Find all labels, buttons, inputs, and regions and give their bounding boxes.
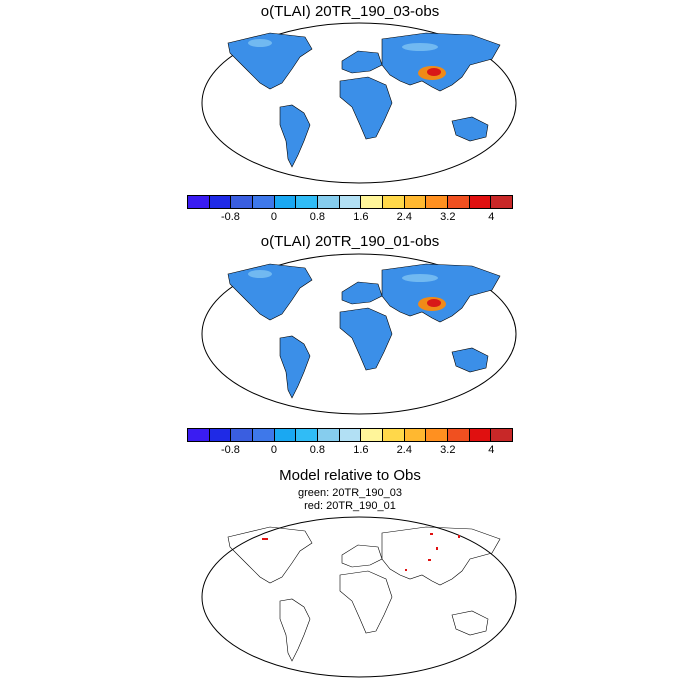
colorbar-swatch xyxy=(448,196,470,208)
colorbar-swatch xyxy=(404,196,427,208)
colorbar-tick-label: 0.8 xyxy=(309,211,326,223)
colorbar-swatch xyxy=(361,196,384,208)
panel2-colorbar xyxy=(187,428,513,442)
panel2-colorbar-labels: -0.8 0 0.8 1.6 2.4 3.2 4 xyxy=(187,444,513,458)
colorbar-tick-label: 3.2 xyxy=(440,444,456,456)
colorbar-swatch xyxy=(296,429,319,441)
colorbar-swatch xyxy=(188,196,210,208)
colorbar-tick-label: 2.4 xyxy=(396,444,412,456)
panel3-title: Model relative to Obs xyxy=(279,467,421,484)
panel3-red-markers xyxy=(262,533,460,571)
panel3-subtitle-red: red: 20TR_190_01 xyxy=(304,500,396,512)
colorbar-swatch xyxy=(469,429,492,441)
colorbar-swatch xyxy=(209,429,232,441)
colorbar-tick-label: 0 xyxy=(270,444,277,456)
panel2-continents xyxy=(227,263,501,399)
colorbar-swatch xyxy=(383,196,405,208)
colorbar-swatch xyxy=(383,429,405,441)
colorbar-tick-label: 4 xyxy=(488,211,495,223)
colorbar-tick-label: 0 xyxy=(270,211,277,223)
colorbar-swatch xyxy=(491,196,513,208)
colorbar-tick-label: -0.8 xyxy=(220,444,240,456)
panel3-subtitle-green: green: 20TR_190_03 xyxy=(298,487,402,499)
colorbar-swatch xyxy=(404,429,427,441)
colorbar-swatch xyxy=(253,429,275,441)
panel1-colorbar-labels: -0.8 0 0.8 1.6 2.4 3.2 4 xyxy=(187,211,513,225)
colorbar-swatch xyxy=(491,429,513,441)
colorbar-tick-label: 2.4 xyxy=(396,211,412,223)
colorbar-swatch xyxy=(274,196,297,208)
colorbar-swatch xyxy=(253,196,275,208)
colorbar-swatch xyxy=(209,196,232,208)
panel1-hotspot xyxy=(418,66,446,80)
colorbar-swatch xyxy=(296,196,319,208)
colorbar-tick-label: -0.8 xyxy=(220,211,240,223)
panel3-continents xyxy=(227,526,501,662)
panel1-map xyxy=(201,22,517,184)
colorbar-swatch xyxy=(448,429,470,441)
colorbar-swatch xyxy=(426,196,449,208)
colorbar-swatch xyxy=(231,196,254,208)
colorbar-swatch xyxy=(318,429,340,441)
panel3-map xyxy=(201,516,517,678)
panel2-hotspot xyxy=(418,297,446,311)
colorbar-swatch xyxy=(188,429,210,441)
colorbar-swatch xyxy=(361,429,384,441)
colorbar-tick-label: 0.8 xyxy=(309,444,326,456)
colorbar-swatch xyxy=(231,429,254,441)
panel1-colorbar xyxy=(187,195,513,209)
colorbar-tick-label: 1.6 xyxy=(353,211,369,223)
colorbar-swatch xyxy=(469,196,492,208)
colorbar-swatch xyxy=(339,196,362,208)
colorbar-swatch xyxy=(318,196,340,208)
panel2-map xyxy=(201,253,517,415)
colorbar-tick-label: 4 xyxy=(488,444,495,456)
colorbar-swatch xyxy=(274,429,297,441)
panel1-title: o(TLAI) 20TR_190_03-obs xyxy=(260,3,440,20)
colorbar-tick-label: 1.6 xyxy=(353,444,369,456)
colorbar-tick-label: 3.2 xyxy=(440,211,456,223)
colorbar-swatch xyxy=(426,429,449,441)
colorbar-swatch xyxy=(339,429,362,441)
panel2-title: o(TLAI) 20TR_190_01-obs xyxy=(260,233,440,250)
